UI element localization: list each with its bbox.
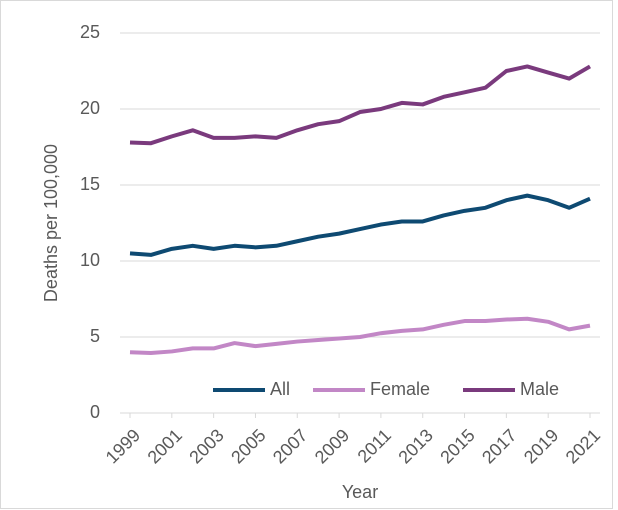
x-axis-title: Year <box>342 482 378 502</box>
x-tick-label: 2003 <box>185 425 227 467</box>
y-tick-label: 25 <box>80 22 100 42</box>
y-tick-label: 20 <box>80 98 100 118</box>
legend-label: Female <box>370 379 430 399</box>
x-tick-label: 2017 <box>478 425 520 467</box>
x-tick-label: 2005 <box>227 425 269 467</box>
x-tick-label: 2015 <box>436 425 478 467</box>
legend-label: Male <box>520 379 559 399</box>
y-tick-label: 10 <box>80 250 100 270</box>
legend-label: All <box>270 379 290 399</box>
x-tick-label: 2007 <box>269 425 311 467</box>
x-tick-label: 2009 <box>311 425 353 467</box>
x-tick-label: 2021 <box>562 425 604 467</box>
y-tick-label: 15 <box>80 174 100 194</box>
x-tick-label: 2001 <box>144 425 186 467</box>
line-series <box>129 316 591 355</box>
x-tick-label: 2019 <box>520 425 562 467</box>
y-tick-label: 5 <box>90 326 100 346</box>
y-axis-title: Deaths per 100,000 <box>41 144 61 302</box>
y-tick-label: 0 <box>90 402 100 422</box>
line-series <box>129 64 592 146</box>
x-tick-label: 1999 <box>102 425 144 467</box>
x-tick-label: 2013 <box>394 425 436 467</box>
x-tick-label: 2011 <box>354 425 396 467</box>
line-series <box>129 193 591 257</box>
